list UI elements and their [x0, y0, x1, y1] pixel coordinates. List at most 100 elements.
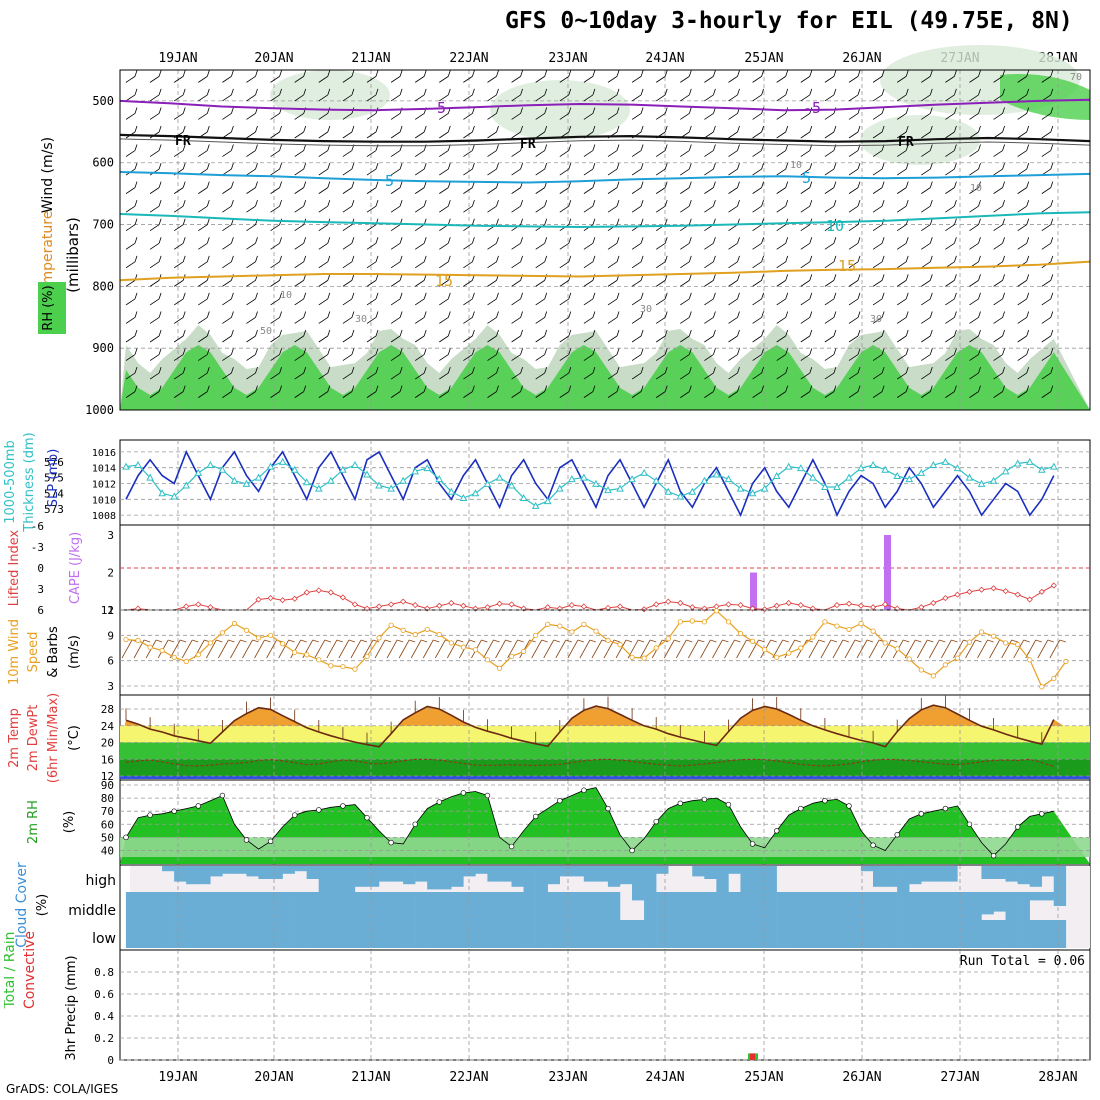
upper-wind-barb-flag [375, 255, 379, 262]
upper-wind-barb [945, 292, 957, 306]
upper-wind-barb-staff [294, 150, 304, 157]
upper-wind-barb-staff [173, 113, 184, 120]
upper-wind-barb-flag [158, 200, 162, 207]
upper-wind-barb-staff [294, 76, 304, 83]
upper-wind-barb [872, 162, 885, 176]
upper-wind-barb [318, 311, 331, 324]
wind10m-barb-flag [758, 639, 765, 643]
wind10m-barb-staff [1049, 639, 1061, 659]
upper-wind-barb [969, 70, 981, 83]
upper-wind-barb-flag [568, 348, 572, 355]
upper-wind-barb-flag [905, 274, 909, 281]
upper-wind-barb [342, 162, 355, 176]
upper-wind-barb-staff [125, 242, 136, 250]
upper-wind-barb [173, 292, 186, 306]
wind10m-barb-flag [650, 639, 657, 643]
upper-wind-barb [1017, 348, 1030, 361]
upper-wind-barb-staff [655, 298, 666, 306]
upper-wind-barb-flag [279, 292, 282, 300]
upper-wind-barb [583, 88, 596, 102]
upper-wind-barb [848, 274, 861, 287]
upper-wind-barb-flag [954, 125, 957, 133]
upper-wind-barb-flag [520, 218, 523, 225]
upper-wind-barb-staff [246, 113, 256, 120]
upper-wind-barb-flag [544, 162, 548, 170]
upper-wind-barb-flag [544, 348, 548, 355]
lifted-index-point [857, 602, 865, 609]
upper-wind-barb-flag [592, 218, 596, 225]
upper-wind-barb [222, 70, 234, 83]
upper-wind-barb-flag [881, 348, 885, 355]
upper-ytick-700: 700 [92, 218, 114, 232]
upper-wind-barb [752, 144, 764, 157]
upper-wind-barb-staff [318, 391, 329, 398]
upper-wind-barb [222, 255, 234, 269]
upper-wind-barb-staff [559, 94, 570, 102]
upper-wind-barb-flag [978, 107, 981, 114]
upper-wind-barb-staff [1041, 113, 1052, 120]
upper-wind-barb-flag [592, 144, 596, 151]
lifted-index-point [725, 601, 732, 608]
upper-wind-barb-staff [969, 76, 979, 83]
upper-wind-barb-flag [496, 218, 499, 225]
cloud-low-bar [559, 920, 573, 948]
wind-speed-point [870, 628, 876, 634]
rh-2m-point [243, 837, 250, 843]
upper-wind-barb-staff [872, 317, 883, 324]
cloud-middle-bar [740, 892, 753, 920]
upper-wind-barb [583, 200, 596, 213]
upper-wind-barb-staff [559, 113, 570, 120]
cloud-low-bar [282, 920, 295, 948]
cloud-middle-bar [728, 892, 741, 920]
wind-ytick-12: 12 [101, 604, 114, 617]
slp-ytick-1014: 1014 [92, 464, 116, 475]
upper-wind-barb-flag [929, 348, 933, 355]
upper-wind-barb-staff [800, 187, 811, 194]
upper-wind-barb-staff [463, 317, 473, 324]
upper-wind-barb-staff [149, 280, 160, 287]
upper-wind-barb-flag [616, 200, 620, 207]
upper-wind-barb-staff [704, 131, 714, 139]
cloud-high-bar [366, 866, 380, 887]
upper-wind-barb [631, 181, 644, 194]
upper-wind-barb [655, 385, 668, 398]
upper-wind-barb [872, 329, 885, 343]
cloud-low-bar [571, 920, 585, 948]
upper-wind-barb-staff [342, 335, 353, 343]
wind10m-barb-staff [844, 639, 856, 659]
temp-lower-band [120, 742, 1090, 760]
cloud-middle-bar [571, 892, 585, 920]
upper-wind-barb-staff [318, 76, 329, 83]
upper-wind-barb [222, 107, 234, 120]
upper-wind-barb-flag [954, 70, 957, 77]
upper-wind-barb-flag [472, 125, 475, 133]
upper-wind-barb-staff [270, 113, 280, 120]
upper-wind-barb [487, 255, 499, 269]
upper-wind-barb-staff [896, 113, 907, 120]
upper-wind-barb-flag [761, 181, 764, 188]
upper-wind-barb-flag [785, 329, 789, 337]
upper-wind-barb-flag [833, 274, 837, 281]
wind10m-barb [531, 639, 548, 659]
upper-wind-barb-staff [414, 113, 425, 120]
upper-wind-barb [776, 329, 789, 343]
upper-wind-barb [487, 385, 499, 398]
upper-wind-barb-staff [366, 354, 377, 361]
upper-wind-barb-staff [969, 224, 979, 232]
upper-wind-barb-flag [447, 237, 451, 244]
wind10m-barb [1025, 639, 1042, 659]
upper-wind-barb-staff [655, 261, 666, 269]
cloud-high-bar [162, 866, 175, 872]
thickness-point [869, 460, 877, 469]
upper-wind-barb-flag [881, 88, 885, 96]
cloud-low-bar [258, 920, 271, 948]
wind10m-barb [808, 639, 825, 659]
upper-wind-barb-staff [511, 261, 521, 269]
cloud-low-bar [222, 920, 235, 948]
wind10m-barb-staff [784, 639, 796, 659]
upper-wind-barb-staff [872, 242, 883, 250]
upper-wind-barb-flag [206, 200, 210, 207]
upper-wind-barb-staff [222, 205, 232, 213]
upper-wind-barb [294, 125, 307, 139]
upper-wind-barb [655, 200, 668, 213]
